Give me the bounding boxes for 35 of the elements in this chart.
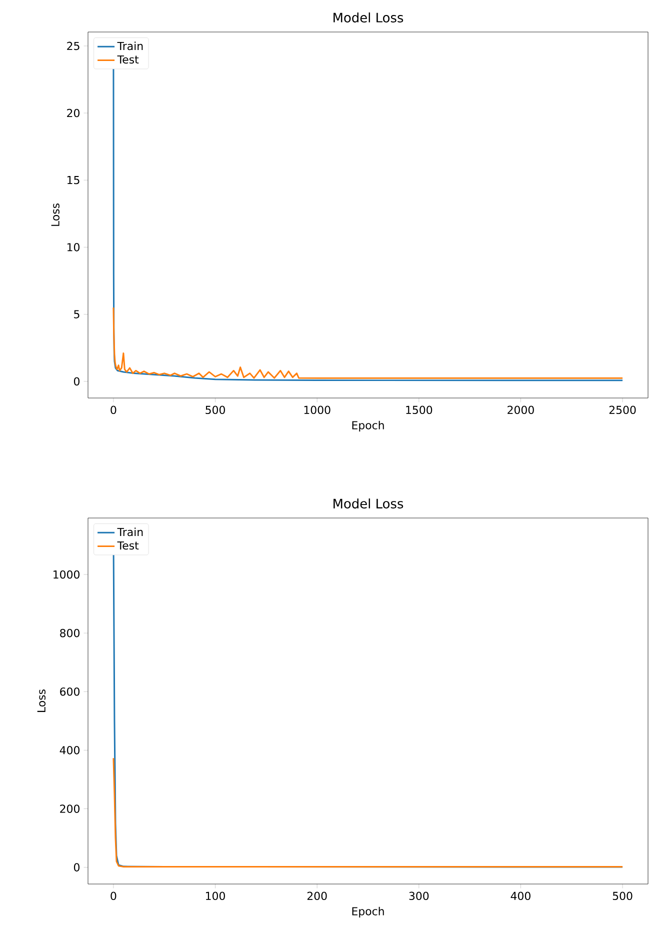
legend-label: Train (117, 42, 143, 50)
legend-label: Train (117, 528, 143, 536)
chart-title: Model Loss (334, 498, 404, 508)
y-tick-label: 10 (67, 243, 80, 252)
x-tick-label: 0 (110, 892, 116, 900)
y-axis-title: Loss (51, 204, 60, 226)
x-tick-label: 0 (110, 406, 116, 414)
y-tick-label: 200 (60, 804, 80, 813)
y-axis-title: Loss (37, 690, 46, 712)
legend-label: Test (117, 55, 139, 64)
x-tick-label: 2000 (508, 406, 534, 414)
y-tick-label: 1000 (54, 570, 80, 579)
y-tick-label: 20 (67, 108, 80, 118)
x-tick-label: 400 (510, 892, 530, 900)
x-tick-label: 500 (612, 892, 632, 900)
y-tick-label: 600 (60, 687, 80, 696)
chart-title: Model Loss (334, 12, 404, 22)
y-tick-label: 0 (74, 377, 80, 386)
x-axis-title: Epoch (352, 420, 384, 432)
x-tick-label: 500 (206, 406, 225, 414)
x-tick-label: 300 (409, 892, 429, 900)
x-tick-label: 1500 (406, 406, 432, 414)
legend-label: Test (117, 541, 139, 550)
y-tick-label: 5 (74, 310, 80, 318)
y-tick-label: 15 (67, 176, 80, 184)
x-tick-label: 100 (206, 892, 225, 900)
y-tick-label: 400 (60, 746, 80, 754)
x-tick-label: 2500 (609, 406, 636, 414)
line-series (112, 757, 624, 868)
y-tick-label: 0 (74, 863, 80, 872)
x-axis-title: Epoch (352, 906, 384, 918)
y-tick-label: 800 (60, 628, 80, 638)
x-tick-label: 200 (307, 892, 327, 900)
x-tick-label: 1000 (304, 406, 330, 414)
y-tick-label: 25 (67, 42, 80, 50)
